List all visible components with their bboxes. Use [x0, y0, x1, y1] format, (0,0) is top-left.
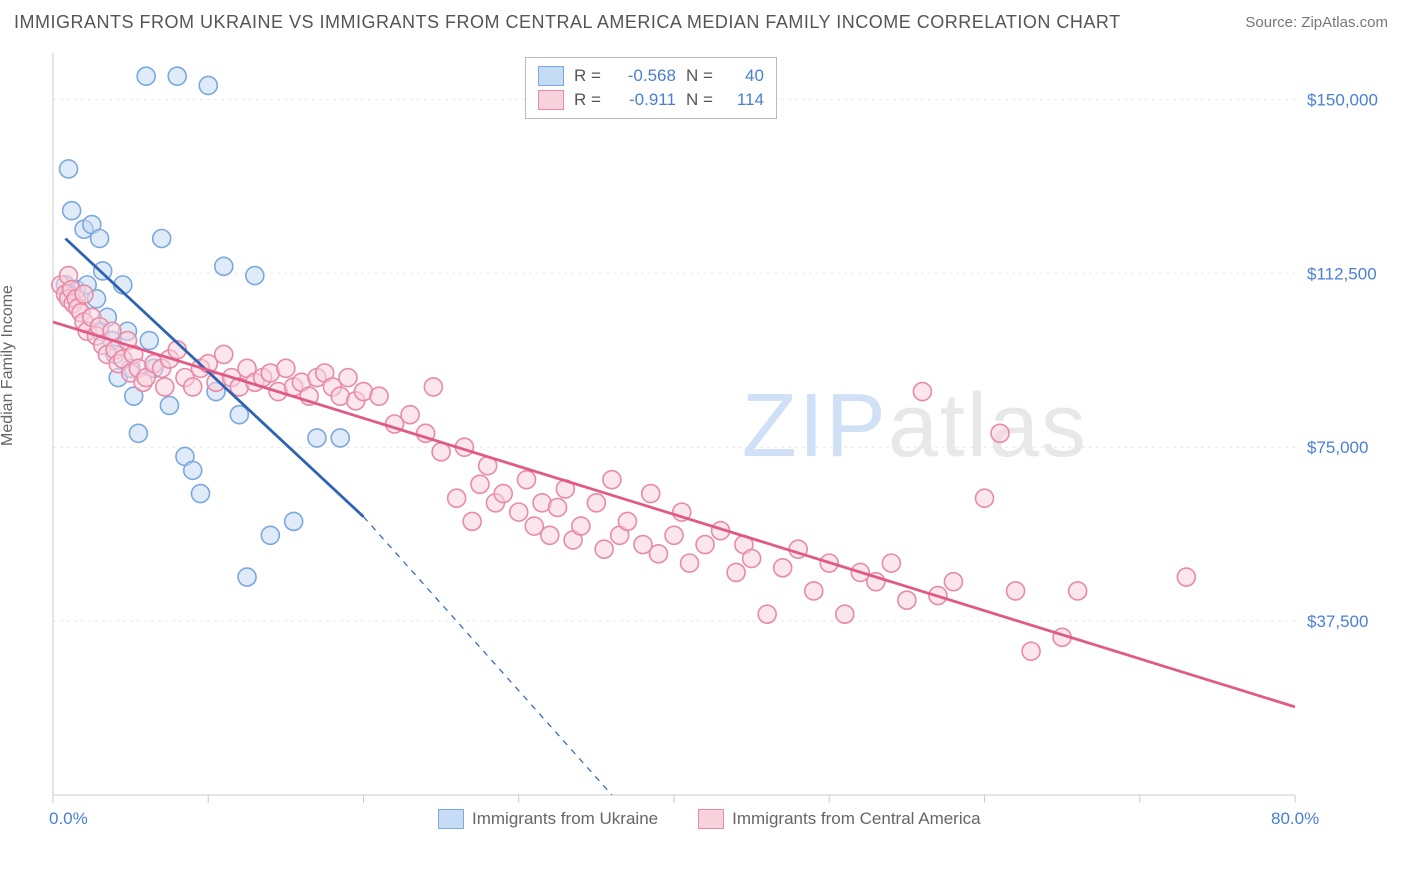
data-point	[665, 526, 683, 544]
series-legend: Immigrants from Ukraine Immigrants from C…	[438, 809, 981, 829]
data-point	[215, 257, 233, 275]
data-point	[898, 591, 916, 609]
data-point	[246, 267, 264, 285]
data-point	[836, 605, 854, 623]
legend-n-value: 40	[724, 64, 764, 88]
data-point	[168, 67, 186, 85]
data-point	[541, 526, 559, 544]
legend-n-label: N =	[686, 88, 714, 112]
data-point	[587, 494, 605, 512]
y-axis-label: Median Family Income	[0, 285, 17, 446]
x-axis-min-label: 0.0%	[49, 809, 88, 829]
data-point	[976, 489, 994, 507]
scatter-plot: $37,500$75,000$112,500$150,000ZIPatlas	[45, 45, 1385, 835]
chart-container: IMMIGRANTS FROM UKRAINE VS IMMIGRANTS FR…	[0, 0, 1406, 892]
correlation-legend: R = -0.568 N = 40 R = -0.911 N = 114	[525, 57, 777, 119]
y-tick-label: $75,000	[1307, 438, 1368, 457]
data-point	[642, 485, 660, 503]
trend-line-extrapolated	[364, 517, 612, 795]
data-point	[199, 76, 217, 94]
data-point	[160, 396, 178, 414]
legend-correlation-row: R = -0.911 N = 114	[538, 88, 764, 112]
legend-r-label: R =	[574, 64, 602, 88]
data-point	[1177, 568, 1195, 586]
data-point	[401, 406, 419, 424]
data-point	[618, 512, 636, 530]
data-point	[1069, 582, 1087, 600]
data-point	[191, 485, 209, 503]
legend-series-item: Immigrants from Central America	[698, 809, 980, 829]
data-point	[991, 424, 1009, 442]
legend-series-label: Immigrants from Ukraine	[472, 809, 658, 829]
data-point	[63, 202, 81, 220]
data-point	[681, 554, 699, 572]
data-point	[448, 489, 466, 507]
data-point	[882, 554, 900, 572]
source-value: ZipAtlas.com	[1301, 14, 1388, 31]
data-point	[1022, 642, 1040, 660]
legend-n-value: 114	[724, 88, 764, 112]
data-point	[156, 378, 174, 396]
data-point	[60, 160, 78, 178]
data-point	[944, 573, 962, 591]
data-point	[649, 545, 667, 563]
legend-r-value: -0.568	[612, 64, 676, 88]
data-point	[277, 359, 295, 377]
legend-series-label: Immigrants from Central America	[732, 809, 980, 829]
data-point	[184, 378, 202, 396]
source-label: Source:	[1245, 14, 1297, 31]
legend-series-item: Immigrants from Ukraine	[438, 809, 658, 829]
data-point	[137, 67, 155, 85]
data-point	[603, 471, 621, 489]
source-attribution: Source: ZipAtlas.com	[1245, 14, 1388, 31]
y-tick-label: $112,500	[1307, 264, 1377, 283]
data-point	[129, 424, 147, 442]
x-axis-max-label: 80.0%	[1271, 809, 1319, 829]
data-point	[494, 485, 512, 503]
data-point	[153, 230, 171, 248]
data-point	[913, 383, 931, 401]
legend-r-label: R =	[574, 88, 602, 112]
data-point	[471, 475, 489, 493]
data-point	[339, 369, 357, 387]
data-point	[140, 332, 158, 350]
data-point	[285, 512, 303, 530]
legend-swatch	[698, 809, 724, 829]
data-point	[331, 429, 349, 447]
legend-n-label: N =	[686, 64, 714, 88]
data-point	[549, 498, 567, 516]
legend-correlation-row: R = -0.568 N = 40	[538, 64, 764, 88]
data-point	[261, 526, 279, 544]
data-point	[238, 568, 256, 586]
data-point	[75, 285, 93, 303]
legend-swatch	[538, 66, 564, 86]
data-point	[774, 559, 792, 577]
data-point	[758, 605, 776, 623]
data-point	[463, 512, 481, 530]
data-point	[215, 345, 233, 363]
data-point	[518, 471, 536, 489]
data-point	[743, 549, 761, 567]
data-point	[595, 540, 613, 558]
data-point	[308, 429, 326, 447]
data-point	[572, 517, 590, 535]
data-point	[184, 461, 202, 479]
data-point	[510, 503, 528, 521]
y-tick-label: $150,000	[1307, 90, 1378, 109]
legend-swatch	[438, 809, 464, 829]
legend-r-value: -0.911	[612, 88, 676, 112]
y-tick-label: $37,500	[1307, 612, 1368, 631]
data-point	[424, 378, 442, 396]
legend-swatch	[538, 90, 564, 110]
data-point	[1007, 582, 1025, 600]
chart-title: IMMIGRANTS FROM UKRAINE VS IMMIGRANTS FR…	[14, 12, 1121, 33]
data-point	[727, 563, 745, 581]
data-point	[696, 536, 714, 554]
data-point	[91, 230, 109, 248]
data-point	[370, 387, 388, 405]
trend-line	[53, 322, 1295, 707]
data-point	[805, 582, 823, 600]
